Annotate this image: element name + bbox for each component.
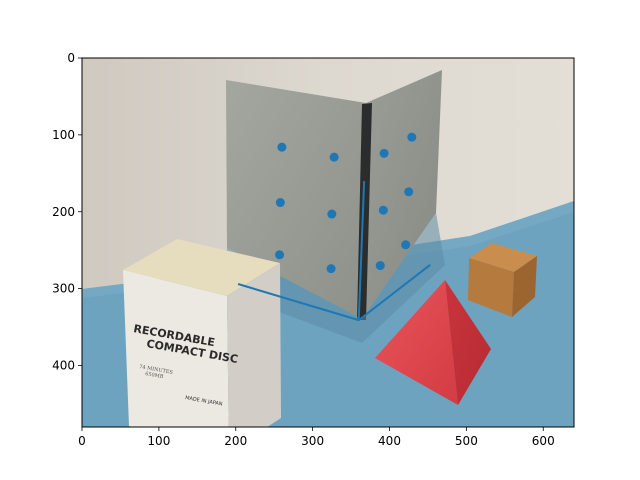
x-tick-label: 400 bbox=[378, 434, 401, 448]
x-tick-label: 500 bbox=[455, 434, 478, 448]
cd-box-side bbox=[227, 263, 281, 427]
scatter-point-10 bbox=[375, 261, 385, 271]
scatter-point-7 bbox=[404, 187, 414, 197]
panel-shadow bbox=[226, 213, 445, 343]
x-tick-label: 100 bbox=[147, 434, 170, 448]
scatter-point-3 bbox=[407, 132, 417, 142]
pyramid-right-face bbox=[445, 280, 491, 405]
scatter-point-2 bbox=[379, 148, 389, 158]
scatter-point-11 bbox=[401, 240, 411, 250]
box-text-small2: 650MB bbox=[145, 371, 164, 380]
scatter-point-6 bbox=[378, 205, 388, 215]
x-tick-label: 600 bbox=[532, 434, 555, 448]
cd-box-front bbox=[123, 270, 229, 427]
cube-side bbox=[512, 256, 537, 317]
y-tick-label: 400 bbox=[52, 359, 75, 373]
y-tick-label: 0 bbox=[67, 51, 75, 65]
scatter-point-8 bbox=[275, 250, 285, 260]
x-tick-label: 0 bbox=[78, 434, 86, 448]
cd-box-top bbox=[123, 239, 280, 296]
scatter-point-0 bbox=[277, 142, 287, 152]
photo-image: RECORDABLE COMPACT DISC 74 MINUTES 650MB… bbox=[82, 58, 574, 427]
cube-front bbox=[468, 258, 514, 317]
scatter-point-4 bbox=[275, 198, 285, 208]
scatter-point-5 bbox=[327, 209, 337, 219]
x-tick-label: 200 bbox=[224, 434, 247, 448]
pyramid-left-face bbox=[375, 280, 458, 405]
y-tick-label: 200 bbox=[52, 205, 75, 219]
lines-layer bbox=[237, 180, 431, 322]
panel-right bbox=[362, 70, 442, 319]
y-tick-label: 300 bbox=[52, 282, 75, 296]
box-text-small1: 74 MINUTES bbox=[139, 364, 174, 376]
y-tick-label: 100 bbox=[52, 128, 75, 142]
y-axis: 0 100 200 300 400 bbox=[52, 51, 82, 373]
axes-frame bbox=[81, 57, 575, 428]
points-layer bbox=[275, 132, 417, 274]
series-line-2 bbox=[358, 264, 431, 321]
scatter-point-1 bbox=[329, 152, 339, 162]
x-axis: 0 100 200 300 400 500 600 bbox=[78, 427, 555, 448]
scatter-point-9 bbox=[326, 264, 336, 274]
x-tick-label: 300 bbox=[301, 434, 324, 448]
cube-top bbox=[469, 243, 537, 272]
